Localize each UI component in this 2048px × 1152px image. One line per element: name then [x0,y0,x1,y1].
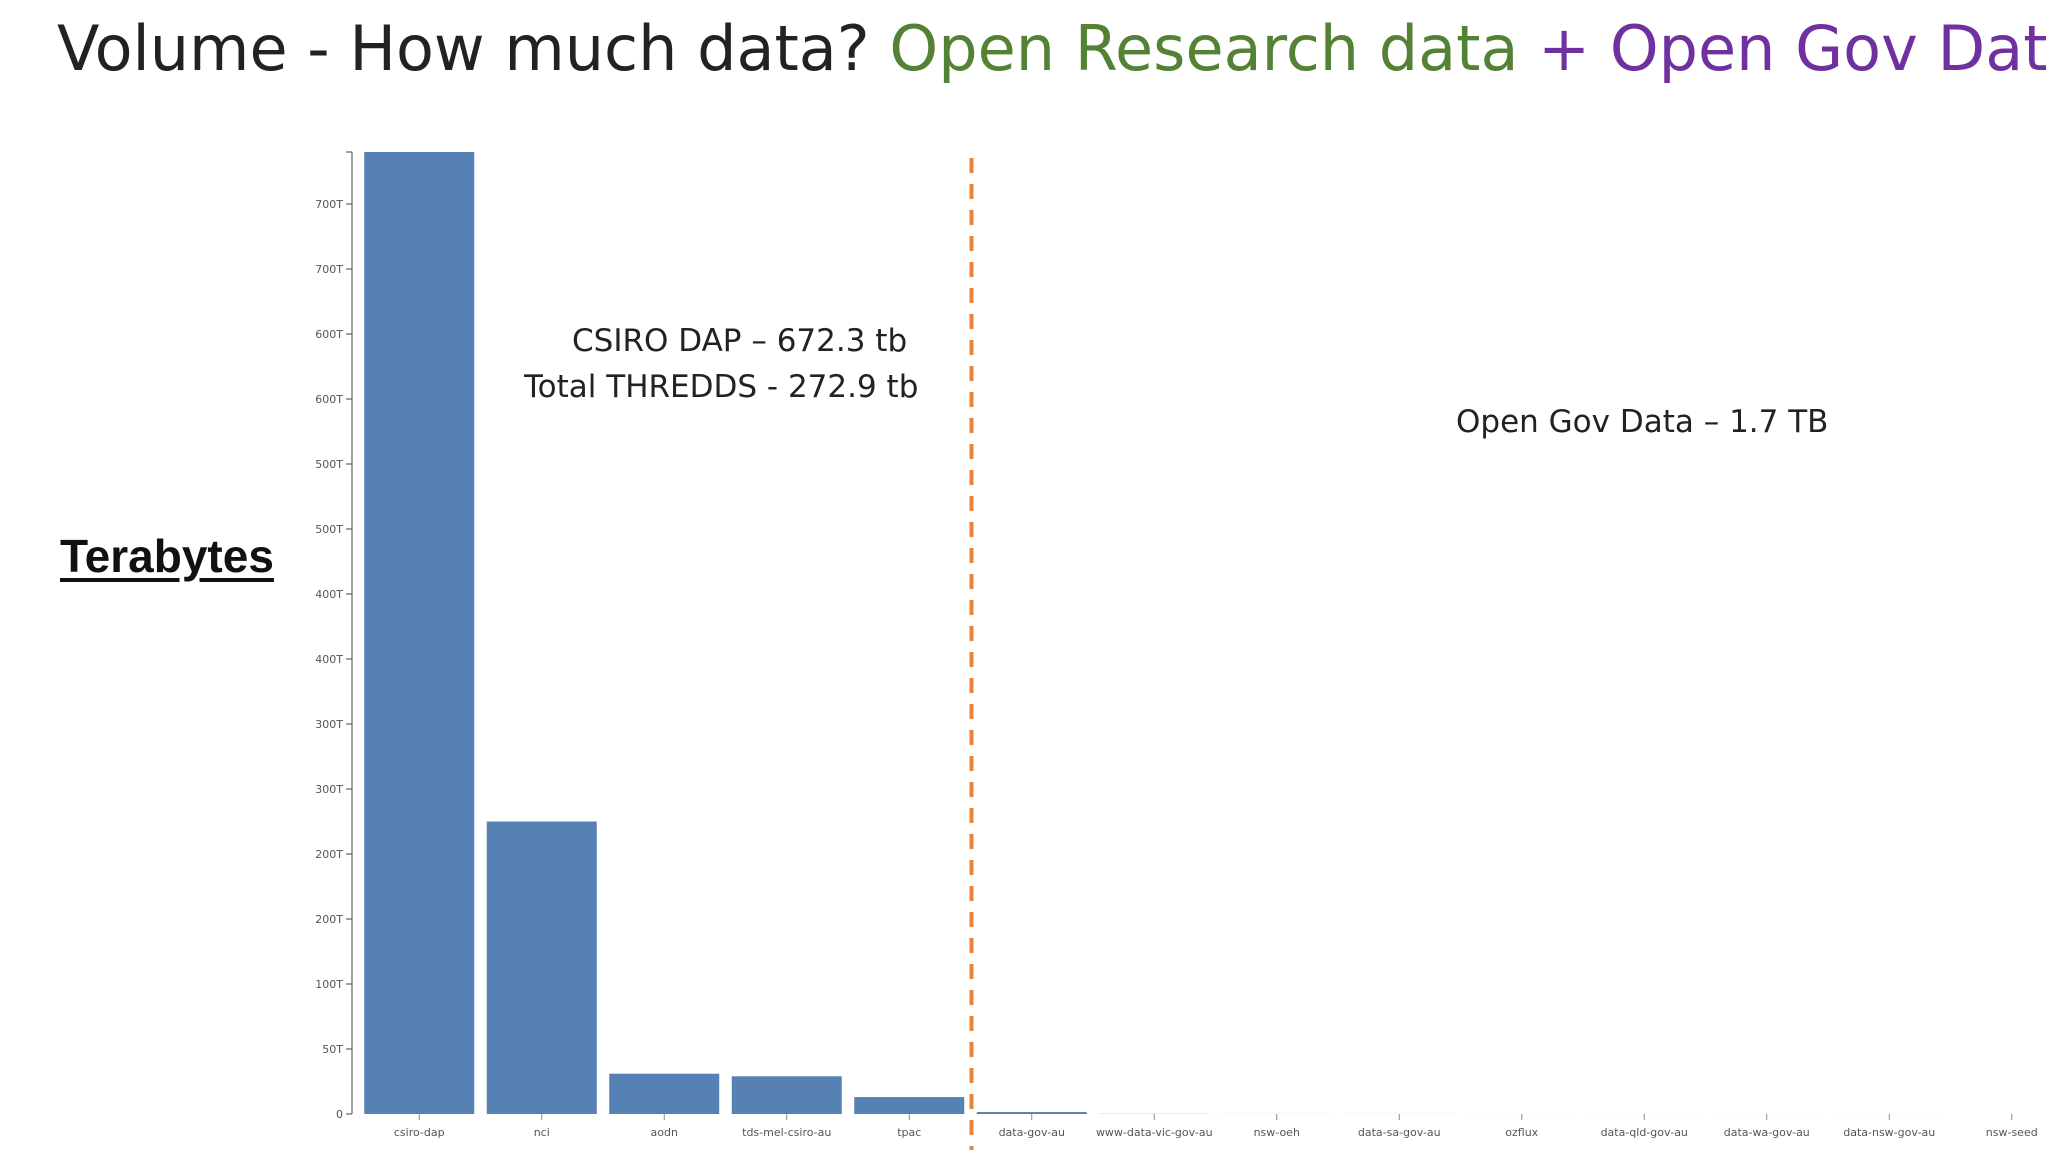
y-tick-label: 300T [315,718,343,731]
bar-tds-mel-csiro-au [731,1076,842,1114]
x-tick-label: nsw-seed [1986,1126,2038,1139]
y-tick-label: 700T [315,263,343,276]
bar-csiro-dap [364,152,475,1114]
x-tick-label: nci [534,1126,550,1139]
open-gov-annotation: Open Gov Data – 1.7 TB [1456,404,1829,440]
y-tick-label: 500T [315,458,343,471]
y-tick-label: 700T [315,198,343,211]
x-tick-label: data-nsw-gov-au [1843,1126,1935,1139]
x-tick-label: tpac [897,1126,921,1139]
slide-title: Volume - How much data? Open Research da… [57,6,2048,92]
bar-aodn [609,1073,720,1114]
y-tick-label: 50T [322,1043,343,1056]
title-open-research: Open Research data [889,12,1519,85]
x-tick-label: tds-mel-csiro-au [742,1126,831,1139]
bar-nci [486,821,597,1114]
x-tick-label: data-sa-gov-au [1358,1126,1441,1139]
x-tick-label: csiro-dap [394,1126,445,1139]
y-tick-label: 500T [315,523,343,536]
y-tick-label: 600T [315,393,343,406]
bars [364,152,2048,1114]
title-open-gov: + Open Gov Data [1518,12,2048,85]
y-axis-title: Terabytes [60,530,274,582]
y-tick-label: 200T [315,848,343,861]
y-tick-label: 600T [315,328,343,341]
y-tick-label: 100T [315,978,343,991]
x-tick-label: aodn [651,1126,678,1139]
title-volume: Volume - How much data? [57,12,890,85]
y-tick-label: 200T [315,913,343,926]
thredds-annotation: Total THREDDS - 272.9 tb [524,369,919,405]
y-tick-label: 400T [315,653,343,666]
y-tick-label: 400T [315,588,343,601]
x-tick-label: data-qld-gov-au [1601,1126,1688,1139]
x-tick-label: data-wa-gov-au [1724,1126,1810,1139]
y-tick-label: 300T [315,783,343,796]
y-tick-label: 0 [336,1108,343,1121]
y-axis: 0 50T 100T 200T 200T 300T 300T 400T 400T 500T 500T… [315,151,353,1121]
bar-tpac [854,1097,965,1114]
bar-data-gov-au [976,1112,1087,1114]
x-tick-label: www-data-vic-gov-au [1096,1126,1213,1139]
csiro-dap-annotation: CSIRO DAP – 672.3 tb [572,323,908,359]
x-axis: csiro-dap nci aodn tds-mel-csiro-au tpac data… [394,1114,2038,1139]
x-tick-label: nsw-oeh [1254,1126,1300,1139]
x-tick-label: ozflux [1505,1126,1538,1139]
x-tick-label: data-gov-au [999,1126,1065,1139]
